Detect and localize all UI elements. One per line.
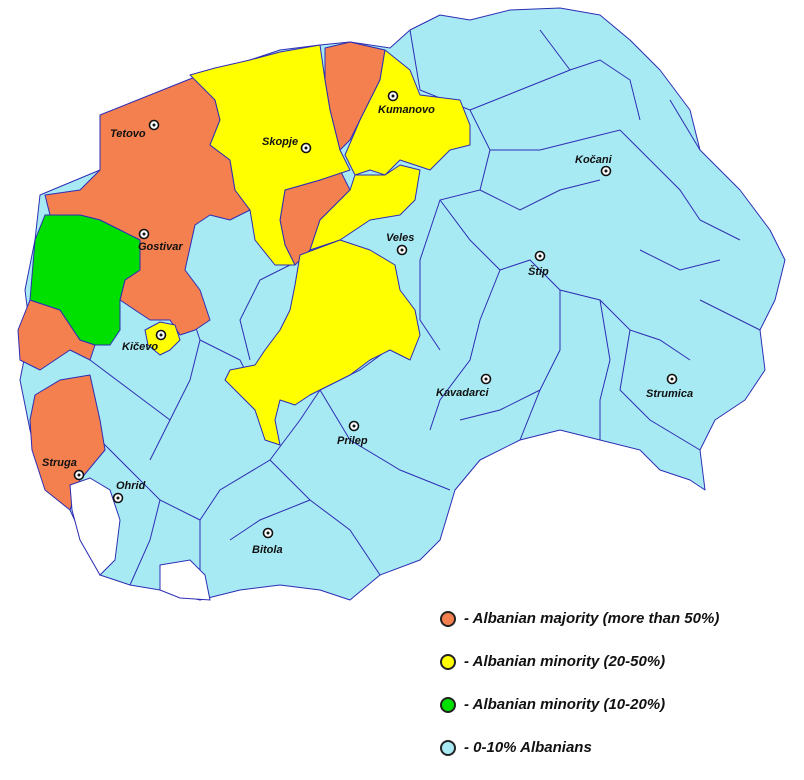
city-ohrid: Ohrid [112, 480, 146, 504]
orange-swatch-icon [440, 611, 456, 627]
svg-text:Kočani: Kočani [575, 154, 613, 166]
legend-item-minority-20-50: - Albanian minority (20-50%) [440, 651, 800, 694]
city-veles: Veles [386, 232, 414, 256]
lakes [69, 477, 211, 601]
green-swatch-icon [440, 697, 456, 713]
svg-text:Kumanovo: Kumanovo [378, 104, 435, 116]
yellow-swatch-icon [440, 654, 456, 670]
svg-text:Kavadarci: Kavadarci [436, 387, 490, 399]
city-prilep: Prilep [337, 420, 368, 447]
svg-text:Štip: Štip [528, 265, 549, 278]
city-skopje: Skopje [262, 136, 312, 154]
svg-text:Struga: Struga [42, 457, 77, 469]
light-blue-swatch-icon [440, 740, 456, 756]
city-kocani: Kočani [575, 154, 613, 177]
city-gostivar: Gostivar [138, 228, 183, 253]
regions-majority [17, 41, 386, 511]
legend-label: - Albanian minority (20-50%) [464, 653, 666, 670]
city-kicevo: Kičevo [122, 329, 167, 353]
legend-label: - Albanian minority (10-20%) [464, 696, 666, 713]
cities: Tetovo Skopje Kumanovo Kočani Gostivar V… [42, 90, 693, 556]
svg-text:Tetovo: Tetovo [110, 128, 146, 140]
legend-label: - 0-10% Albanians [464, 739, 592, 756]
svg-text:Veles: Veles [386, 232, 414, 244]
svg-text:Gostivar: Gostivar [138, 241, 183, 253]
city-bitola: Bitola [252, 527, 283, 556]
legend-label: - Albanian majority (more than 50%) [464, 610, 720, 627]
city-kumanovo: Kumanovo [378, 90, 435, 116]
legend: - Albanian majority (more than 50%) - Al… [440, 608, 800, 780]
svg-text:Kičevo: Kičevo [122, 341, 158, 353]
city-struga: Struga [42, 457, 85, 481]
regions-minority-20-50 [144, 44, 471, 446]
legend-item-minority-10-20: - Albanian minority (10-20%) [440, 694, 800, 737]
city-stip: Štip [528, 250, 549, 278]
svg-text:Strumica: Strumica [646, 388, 693, 400]
city-kavadarci: Kavadarci [436, 373, 492, 399]
legend-item-low: - 0-10% Albanians [440, 737, 800, 780]
legend-item-majority: - Albanian majority (more than 50%) [440, 608, 800, 651]
svg-text:Prilep: Prilep [337, 435, 368, 447]
svg-text:Ohrid: Ohrid [116, 480, 146, 492]
city-tetovo: Tetovo [110, 119, 160, 140]
svg-text:Skopje: Skopje [262, 136, 298, 148]
svg-text:Bitola: Bitola [252, 544, 283, 556]
city-strumica: Strumica [646, 373, 693, 400]
region-minority-10-20 [29, 214, 141, 346]
